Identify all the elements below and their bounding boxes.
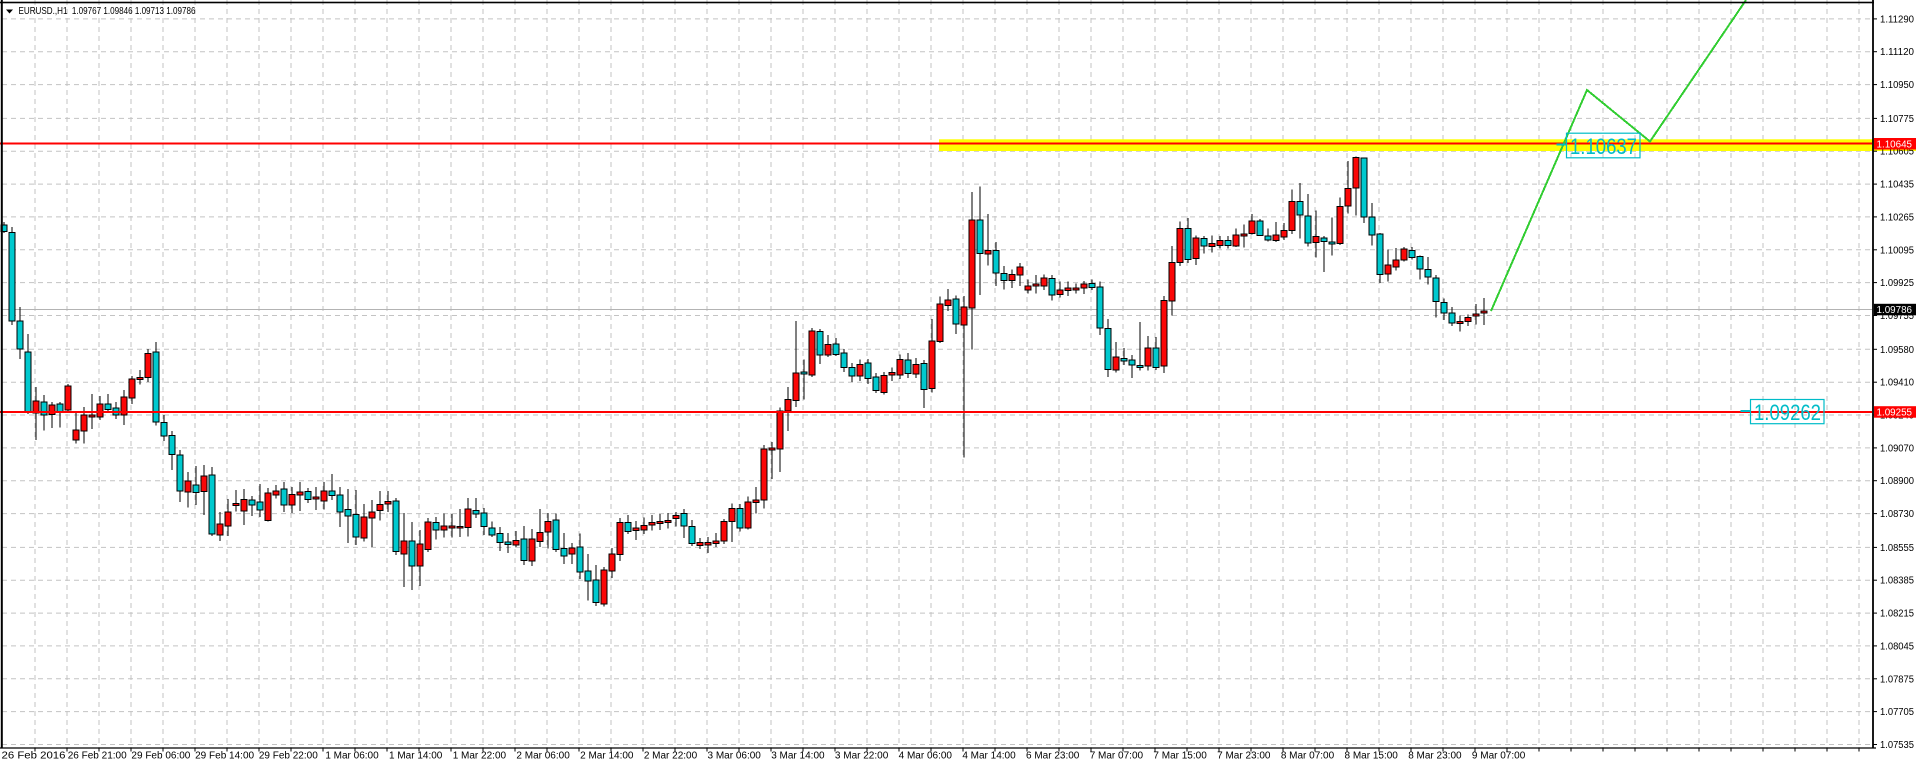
- svg-text:9 Mar 07:00: 9 Mar 07:00: [1472, 751, 1526, 762]
- svg-text:1.11290: 1.11290: [1880, 14, 1914, 25]
- svg-text:1.08730: 1.08730: [1880, 509, 1914, 520]
- svg-text:7 Mar 23:00: 7 Mar 23:00: [1217, 751, 1271, 762]
- svg-text:3 Mar 06:00: 3 Mar 06:00: [708, 751, 762, 762]
- svg-text:1 Mar 22:00: 1 Mar 22:00: [453, 751, 507, 762]
- svg-text:26 Feb 21:00: 26 Feb 21:00: [68, 751, 127, 762]
- svg-text:1.10265: 1.10265: [1880, 212, 1914, 223]
- svg-text:1.09070: 1.09070: [1880, 443, 1914, 454]
- svg-text:26 Feb 2016: 26 Feb 2016: [2, 751, 66, 762]
- svg-text:29 Feb 22:00: 29 Feb 22:00: [259, 751, 318, 762]
- svg-text:3 Mar 22:00: 3 Mar 22:00: [835, 751, 889, 762]
- svg-text:1.07705: 1.07705: [1880, 707, 1914, 718]
- svg-text:8 Mar 15:00: 8 Mar 15:00: [1345, 751, 1399, 762]
- svg-text:7 Mar 15:00: 7 Mar 15:00: [1153, 751, 1207, 762]
- svg-text:7 Mar 07:00: 7 Mar 07:00: [1090, 751, 1144, 762]
- svg-text:1.07535: 1.07535: [1880, 740, 1914, 751]
- svg-text:1.09262: 1.09262: [1754, 400, 1821, 425]
- svg-text:1.09410: 1.09410: [1880, 378, 1914, 389]
- svg-text:1.11120: 1.11120: [1880, 47, 1914, 58]
- svg-text:8 Mar 23:00: 8 Mar 23:00: [1408, 751, 1462, 762]
- svg-text:1.10950: 1.10950: [1880, 80, 1914, 91]
- svg-text:1.08385: 1.08385: [1880, 576, 1914, 587]
- svg-text:1.08045: 1.08045: [1880, 641, 1914, 652]
- svg-text:29 Feb 14:00: 29 Feb 14:00: [195, 751, 254, 762]
- svg-text:1.08555: 1.08555: [1880, 543, 1914, 554]
- svg-text:1.08900: 1.08900: [1880, 476, 1914, 487]
- svg-text:3 Mar 14:00: 3 Mar 14:00: [771, 751, 825, 762]
- svg-text:1 Mar 06:00: 1 Mar 06:00: [325, 751, 379, 762]
- svg-text:4 Mar 14:00: 4 Mar 14:00: [962, 751, 1016, 762]
- svg-text:1.10637: 1.10637: [1570, 134, 1637, 159]
- svg-text:1.09255: 1.09255: [1877, 408, 1913, 419]
- svg-text:6 Mar 23:00: 6 Mar 23:00: [1026, 751, 1080, 762]
- svg-text:1 Mar 14:00: 1 Mar 14:00: [389, 751, 443, 762]
- svg-text:1.10775: 1.10775: [1880, 114, 1914, 125]
- svg-text:1.09786: 1.09786: [1877, 305, 1913, 316]
- svg-text:2 Mar 06:00: 2 Mar 06:00: [516, 751, 570, 762]
- svg-text:EURUSD.,H1 1.09767 1.09846 1.: EURUSD.,H1 1.09767 1.09846 1.09713 1.097…: [19, 5, 196, 17]
- svg-text:1.10645: 1.10645: [1877, 139, 1913, 150]
- svg-text:1.09925: 1.09925: [1880, 278, 1914, 289]
- svg-text:1.09580: 1.09580: [1880, 345, 1914, 356]
- svg-text:1.08215: 1.08215: [1880, 609, 1914, 620]
- svg-text:1.10605: 1.10605: [1880, 147, 1914, 158]
- svg-text:1.07875: 1.07875: [1880, 674, 1914, 685]
- svg-text:8 Mar 07:00: 8 Mar 07:00: [1281, 751, 1335, 762]
- svg-text:2 Mar 14:00: 2 Mar 14:00: [580, 751, 634, 762]
- svg-text:29 Feb 06:00: 29 Feb 06:00: [131, 751, 190, 762]
- svg-text:1.10095: 1.10095: [1880, 245, 1914, 256]
- svg-text:2 Mar 22:00: 2 Mar 22:00: [644, 751, 698, 762]
- svg-text:4 Mar 06:00: 4 Mar 06:00: [899, 751, 953, 762]
- svg-text:1.09755: 1.09755: [1880, 311, 1914, 322]
- svg-text:1.10435: 1.10435: [1880, 180, 1914, 191]
